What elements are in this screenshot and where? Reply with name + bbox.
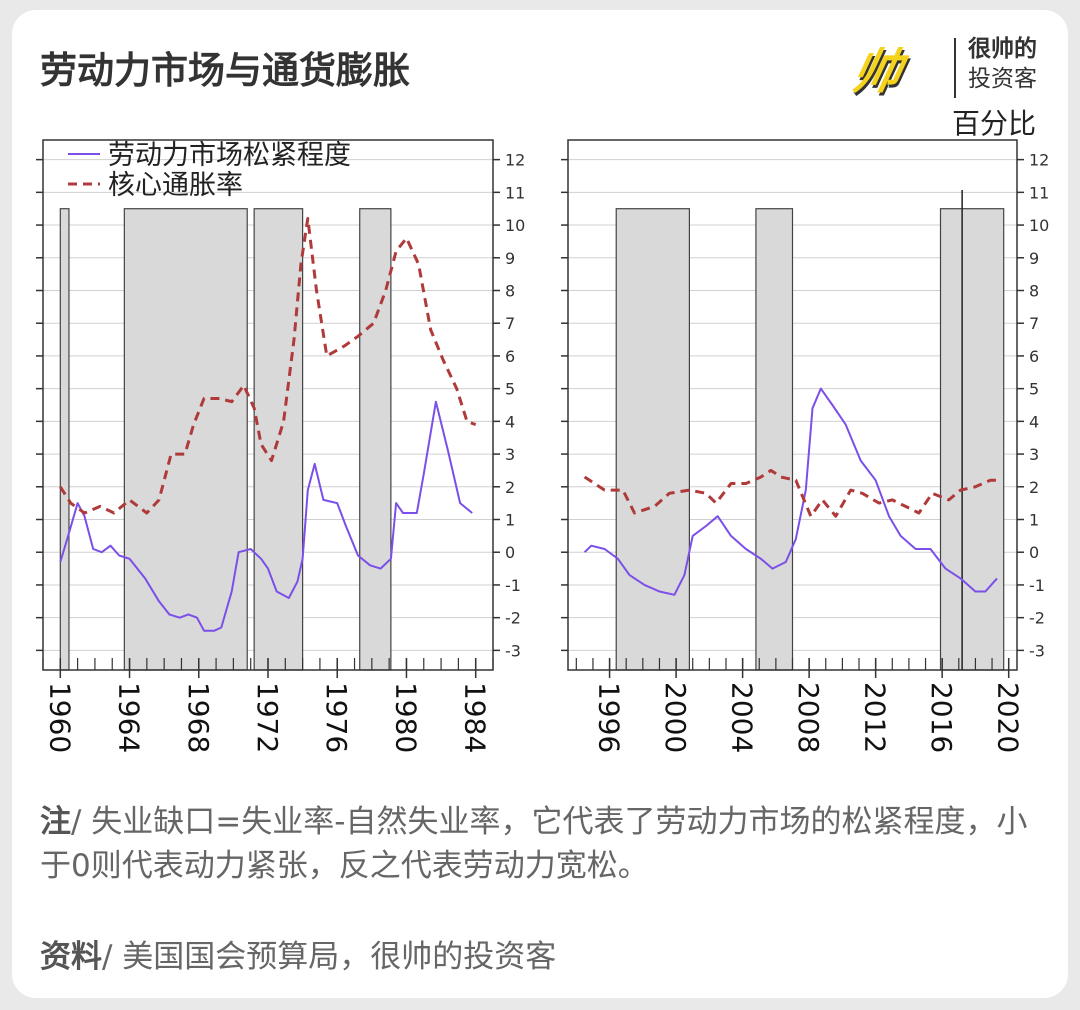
y-tick-label: 12 xyxy=(1029,151,1049,170)
y-tick-label: -1 xyxy=(505,576,521,595)
x-tick-label: 2008 xyxy=(792,682,825,753)
x-tick-label: 2000 xyxy=(659,682,692,753)
y-tick-label: 1 xyxy=(1029,511,1039,530)
y-tick-label: -3 xyxy=(1029,641,1045,660)
source-label: 资料 xyxy=(40,939,102,975)
y-tick-label: 5 xyxy=(505,380,515,399)
shaded-band xyxy=(939,208,1005,671)
unit-label: 百分比 xyxy=(952,107,1037,140)
y-tick-label: 3 xyxy=(1029,445,1039,464)
y-tick-label: -2 xyxy=(1029,609,1045,628)
y-tick-label: 10 xyxy=(505,216,525,235)
title: 劳动力市场与通货膨胀 xyxy=(40,49,410,92)
y-tick-label: 2 xyxy=(1029,478,1039,497)
y-tick-label: 5 xyxy=(1029,380,1039,399)
y-tick-label: 9 xyxy=(1029,249,1039,268)
y-tick-label: 12 xyxy=(505,151,525,170)
y-tick-label: 2 xyxy=(505,478,515,497)
y-tick-label: 1 xyxy=(505,511,515,530)
y-tick-label: 6 xyxy=(505,347,515,366)
y-tick-label: 8 xyxy=(1029,281,1039,300)
x-tick-label: 1968 xyxy=(182,682,215,753)
x-tick-label: 2012 xyxy=(859,682,892,753)
y-tick-label: 8 xyxy=(505,281,515,300)
y-tick-label: 6 xyxy=(1029,347,1039,366)
y-tick-label: 0 xyxy=(505,543,515,562)
series-line xyxy=(59,217,477,515)
brand-line: 投资客 xyxy=(968,66,1037,92)
x-tick-label: 1972 xyxy=(251,682,284,753)
x-tick-label: 1980 xyxy=(389,682,422,753)
brand-line: 很帅的 xyxy=(968,36,1037,62)
shaded-band xyxy=(755,208,794,671)
legend-label: 劳动力市场松紧程度 xyxy=(108,140,351,171)
divider xyxy=(954,38,956,98)
y-tick-label: 7 xyxy=(505,314,515,333)
x-tick-label: 1996 xyxy=(593,682,626,753)
note-label: 注 xyxy=(40,804,71,840)
x-tick-label: 2004 xyxy=(726,682,759,753)
note-text: / 失业缺口=失业率-自然失业率，它代表了劳动力市场的松紧程度，小于0则代表动力… xyxy=(40,804,1028,884)
y-tick-label: 4 xyxy=(1029,412,1039,431)
x-tick-label: 1984 xyxy=(459,682,492,753)
x-tick-label: 1960 xyxy=(43,682,76,753)
x-tick-label: 2020 xyxy=(992,682,1025,753)
plot-frame xyxy=(42,139,494,671)
x-tick-label: 2016 xyxy=(925,682,958,753)
note: 注/ 失业缺口=失业率-自然失业率，它代表了劳动力市场的松紧程度，小于0则代表动… xyxy=(40,800,1050,888)
y-tick-label: -3 xyxy=(505,641,521,660)
y-tick-label: 3 xyxy=(505,445,515,464)
source: 资料/ 美国国会预算局，很帅的投资客 xyxy=(40,935,1050,979)
y-tick-label: 0 xyxy=(1029,543,1039,562)
y-tick-label: 10 xyxy=(1029,216,1049,235)
shaded-band xyxy=(123,208,248,671)
x-tick-label: 1976 xyxy=(320,682,353,753)
series-line xyxy=(59,400,473,632)
legend-label: 核心通胀率 xyxy=(108,170,243,201)
shaded-band xyxy=(615,208,690,671)
y-tick-label: -2 xyxy=(505,609,521,628)
plot-frame xyxy=(567,139,1018,671)
y-tick-label: 4 xyxy=(505,412,515,431)
y-tick-label: 11 xyxy=(505,183,525,202)
y-tick-label: 7 xyxy=(1029,314,1039,333)
y-tick-label: 9 xyxy=(505,249,515,268)
y-tick-label: 11 xyxy=(1029,183,1049,202)
y-tick-label: -1 xyxy=(1029,576,1045,595)
shaded-band xyxy=(59,208,70,671)
series-line xyxy=(583,468,1001,518)
x-tick-label: 1964 xyxy=(113,682,146,753)
brand: 很帅的 投资客 xyxy=(968,34,1037,94)
source-text: / 美国国会预算局，很帅的投资客 xyxy=(102,939,557,975)
series-line xyxy=(583,387,998,596)
shaded-band xyxy=(359,208,392,671)
